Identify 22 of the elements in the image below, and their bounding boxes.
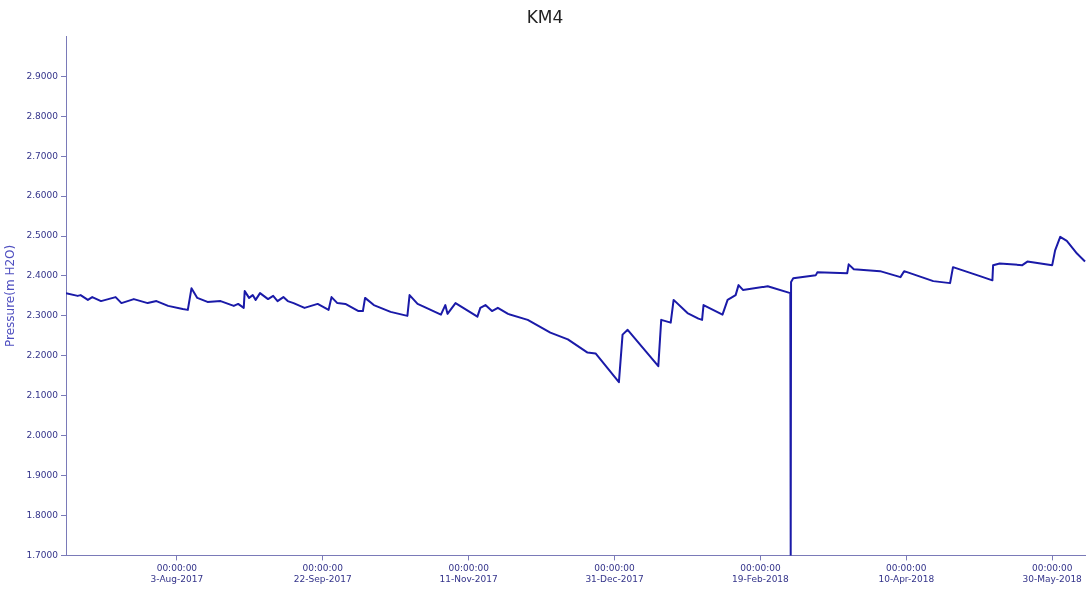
y-tick-label: 2.0000 xyxy=(26,429,59,440)
y-axis-title: Pressure(m H2O) xyxy=(3,244,18,348)
y-tick-label: 2.1000 xyxy=(26,390,59,401)
y-tick-label: 2.9000 xyxy=(26,70,59,81)
chart-title: KM4 xyxy=(526,6,564,27)
x-tick-label: 00:00:00 19-Feb-2018 xyxy=(732,563,790,584)
x-tick-label: 00:00:00 11-Nov-2017 xyxy=(439,563,498,584)
x-tick-label: 00:00:00 31-Dec-2017 xyxy=(585,563,644,584)
y-tick-label: 2.6000 xyxy=(26,190,59,201)
y-tick-label: 2.8000 xyxy=(26,110,59,121)
y-tick-label: 2.5000 xyxy=(26,230,59,241)
y-tick-label: 1.9000 xyxy=(26,469,59,480)
y-tick-label: 1.8000 xyxy=(26,509,59,520)
x-tick-label: 00:00:00 22-Sep-2017 xyxy=(293,563,352,584)
x-tick-label: 00:00:00 30-May-2018 xyxy=(1022,563,1083,584)
x-tick-label: 00:00:00 10-Apr-2018 xyxy=(878,563,935,584)
y-tick-label: 2.4000 xyxy=(26,270,59,281)
y-tick-label: 2.3000 xyxy=(26,310,59,321)
y-tick-label: 2.7000 xyxy=(26,150,59,161)
y-tick-label: 2.2000 xyxy=(26,350,59,361)
x-tick-label: 00:00:00 3-Aug-2017 xyxy=(150,563,204,584)
y-tick-label: 1.7000 xyxy=(26,549,59,560)
